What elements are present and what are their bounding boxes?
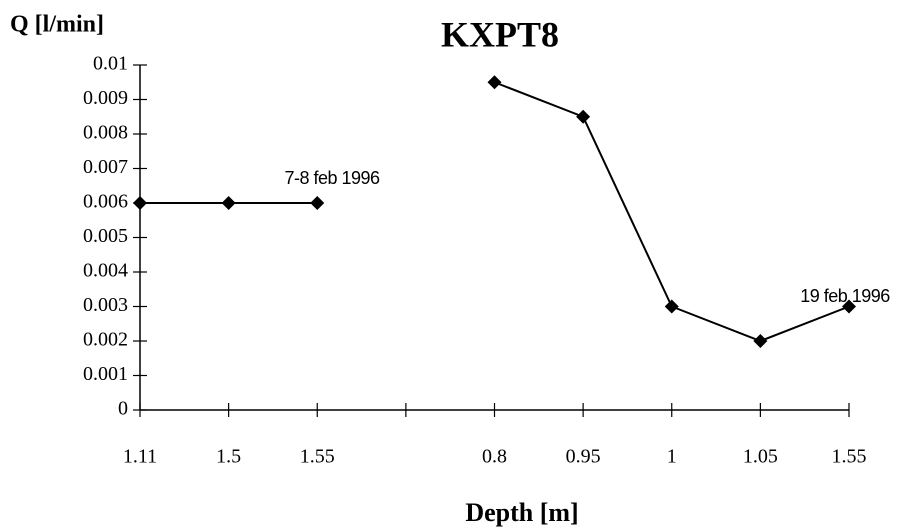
x-tick-label: 1.11	[123, 446, 157, 468]
y-tick-label: 0	[118, 398, 128, 420]
annotation: 19 feb 1996	[800, 286, 890, 306]
x-tick-label: 0.8	[482, 446, 507, 468]
y-axis-label: Q [l/min]	[10, 12, 104, 38]
marker	[221, 196, 236, 210]
annotation: 7-8 feb 1996	[284, 168, 380, 188]
y-tick-label: 0.004	[83, 260, 128, 282]
y-tick-label: 0.003	[83, 294, 128, 316]
marker	[753, 334, 768, 348]
x-tick-label: 1.5	[216, 446, 241, 468]
y-tick-label: 0.007	[83, 156, 128, 178]
marker	[664, 299, 679, 314]
y-tick-label: 0.005	[83, 225, 128, 247]
x-tick-label: 0.95	[566, 446, 601, 468]
chart-title: KXPT8	[441, 14, 559, 54]
x-tick-label: 1.55	[300, 446, 335, 468]
y-tick-label: 0.01	[93, 53, 128, 75]
x-tick-label: 1.55	[832, 446, 867, 468]
marker	[487, 75, 502, 90]
y-tick-label: 0.009	[83, 87, 128, 109]
x-tick-label: 1.05	[743, 446, 778, 468]
x-tick-label: 1	[667, 446, 677, 468]
marker	[576, 109, 591, 124]
y-tick-label: 0.006	[83, 191, 128, 213]
line	[140, 81, 850, 343]
y-tick-label: 0.001	[83, 363, 128, 385]
marker	[842, 299, 856, 314]
y-tick-label: 0.002	[83, 329, 128, 351]
marker	[310, 196, 325, 210]
marker	[133, 196, 147, 210]
y-tick-label: 0.008	[83, 122, 128, 144]
x-axis-label: Depth [m]	[465, 498, 578, 527]
